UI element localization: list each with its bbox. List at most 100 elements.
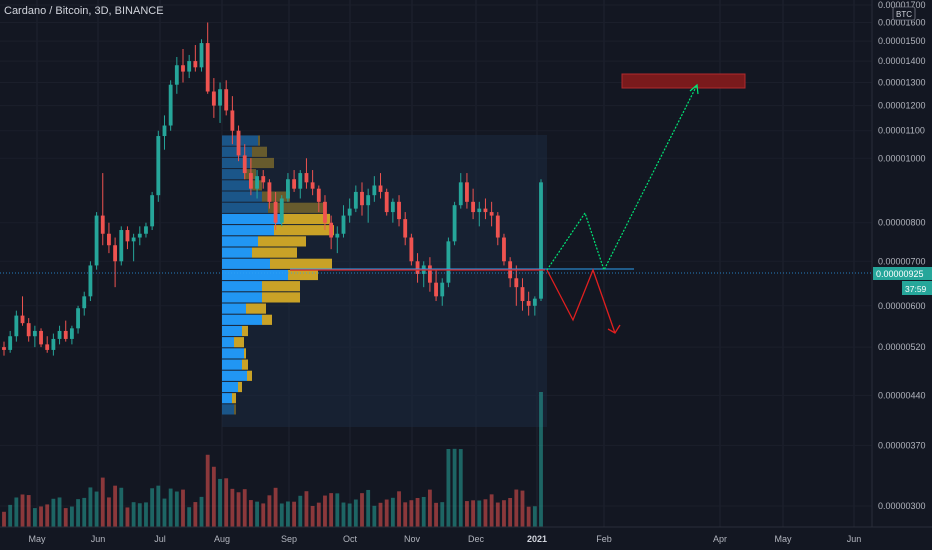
candle-body[interactable] xyxy=(539,182,543,299)
candle-body[interactable] xyxy=(378,185,383,192)
candle-body[interactable] xyxy=(211,91,216,106)
candle-body[interactable] xyxy=(514,278,519,288)
candle-body[interactable] xyxy=(181,65,185,72)
candle-body[interactable] xyxy=(205,43,210,92)
volume-bar xyxy=(119,487,124,527)
candle-body[interactable] xyxy=(477,208,482,213)
candle-body[interactable] xyxy=(51,338,56,350)
candle-body[interactable] xyxy=(174,65,179,85)
candle-body[interactable] xyxy=(255,176,259,189)
volume-bar xyxy=(230,488,235,527)
candle-body[interactable] xyxy=(347,208,352,216)
candle-body[interactable] xyxy=(502,237,506,262)
candle-body[interactable] xyxy=(292,179,297,189)
candle-body[interactable] xyxy=(273,201,278,223)
candle-body[interactable] xyxy=(125,230,130,242)
candle-body[interactable] xyxy=(57,330,62,339)
candle-body[interactable] xyxy=(409,237,414,262)
candle-body[interactable] xyxy=(69,328,74,339)
candle-body[interactable] xyxy=(471,201,476,213)
target-box[interactable] xyxy=(621,73,746,89)
candle-body[interactable] xyxy=(107,233,111,246)
candle-body[interactable] xyxy=(267,182,272,202)
candle-body[interactable] xyxy=(63,330,68,339)
candle-body[interactable] xyxy=(193,61,198,68)
candle-body[interactable] xyxy=(526,301,531,306)
candle-body[interactable] xyxy=(26,323,31,337)
candle-body[interactable] xyxy=(403,219,408,238)
candle-body[interactable] xyxy=(236,130,241,156)
candle-body[interactable] xyxy=(286,179,290,199)
candle-body[interactable] xyxy=(279,198,284,223)
candle-body[interactable] xyxy=(162,125,167,137)
volume-bar xyxy=(452,448,457,527)
candle-body[interactable] xyxy=(372,185,377,196)
candle-body[interactable] xyxy=(45,344,50,350)
candle-body[interactable] xyxy=(131,237,136,242)
candle-body[interactable] xyxy=(8,336,13,350)
candle-body[interactable] xyxy=(489,212,494,216)
candle-body[interactable] xyxy=(39,330,43,345)
candle-body[interactable] xyxy=(316,188,321,202)
candle-body[interactable] xyxy=(341,215,346,234)
candle-body[interactable] xyxy=(452,205,457,242)
candle-body[interactable] xyxy=(323,201,327,223)
candle-body[interactable] xyxy=(199,43,204,68)
candle-body[interactable] xyxy=(310,182,315,189)
candle-body[interactable] xyxy=(144,226,148,234)
candle-body[interactable] xyxy=(218,89,222,106)
candle-body[interactable] xyxy=(20,315,25,324)
candle-body[interactable] xyxy=(32,330,37,337)
bearish-path[interactable] xyxy=(546,268,616,334)
vp-down-bar xyxy=(252,146,267,157)
vp-up-bar xyxy=(222,314,262,325)
candle-body[interactable] xyxy=(168,84,173,126)
candle-body[interactable] xyxy=(82,296,87,309)
candle-body[interactable] xyxy=(156,136,161,196)
candle-body[interactable] xyxy=(261,176,266,183)
candle-body[interactable] xyxy=(390,201,395,213)
candle-body[interactable] xyxy=(298,173,303,189)
candle-body[interactable] xyxy=(187,61,192,72)
candle-body[interactable] xyxy=(532,298,537,306)
candle-body[interactable] xyxy=(113,245,118,262)
candle-body[interactable] xyxy=(483,208,488,213)
vp-up-bar xyxy=(222,191,262,202)
candle-body[interactable] xyxy=(88,265,93,297)
candle-body[interactable] xyxy=(415,261,420,274)
candle-body[interactable] xyxy=(2,347,6,350)
candle-body[interactable] xyxy=(242,155,247,174)
candle-body[interactable] xyxy=(248,173,253,189)
currency-badge[interactable] xyxy=(892,6,916,21)
candle-body[interactable] xyxy=(520,287,525,302)
candle-body[interactable] xyxy=(440,282,445,297)
candle-body[interactable] xyxy=(150,195,155,227)
candle-body[interactable] xyxy=(366,195,371,206)
candle-body[interactable] xyxy=(137,233,142,238)
candle-body[interactable] xyxy=(495,215,500,238)
candle-body[interactable] xyxy=(230,110,235,131)
candle-body[interactable] xyxy=(94,215,99,266)
candle-body[interactable] xyxy=(434,282,438,297)
candle-body[interactable] xyxy=(304,173,309,183)
candle-body[interactable] xyxy=(427,265,432,283)
candle-body[interactable] xyxy=(329,222,334,238)
candle-body[interactable] xyxy=(446,241,451,283)
candle-body[interactable] xyxy=(353,191,358,209)
candle-body[interactable] xyxy=(465,182,469,202)
candle-body[interactable] xyxy=(224,89,229,111)
volume-bar xyxy=(353,499,358,527)
candle-body[interactable] xyxy=(14,315,19,337)
candle-body[interactable] xyxy=(397,201,401,220)
candle-body[interactable] xyxy=(119,230,124,262)
candle-body[interactable] xyxy=(76,308,80,329)
candle-body[interactable] xyxy=(335,233,340,238)
volume-bar xyxy=(292,501,297,527)
candle-body[interactable] xyxy=(360,191,364,206)
bullish-path[interactable] xyxy=(546,84,698,272)
candle-body[interactable] xyxy=(458,182,463,206)
vp-down-bar xyxy=(242,325,248,337)
candle-body[interactable] xyxy=(100,215,105,234)
candle-body[interactable] xyxy=(384,191,389,213)
